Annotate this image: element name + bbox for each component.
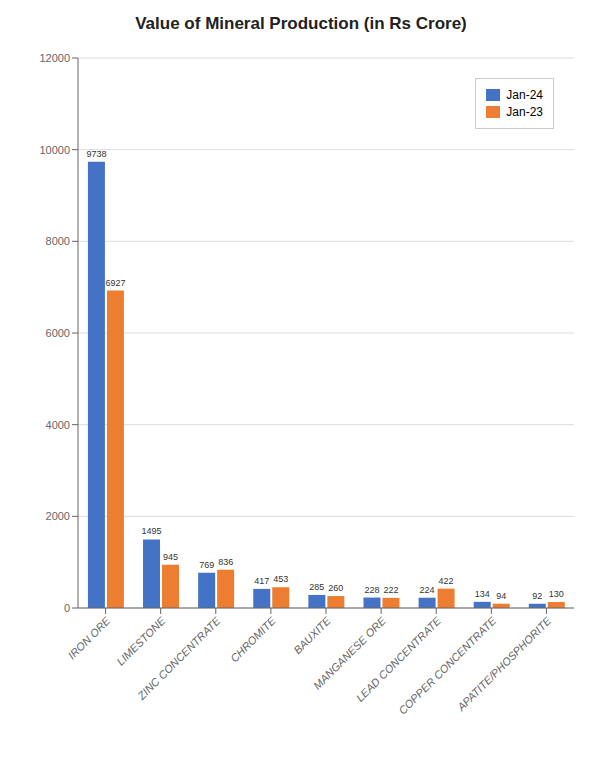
- html-text:Jan-24: Jan-24: [506, 88, 543, 102]
- svg-text:12000: 12000: [39, 52, 70, 64]
- svg-text:8000: 8000: [46, 235, 70, 247]
- svg-text:9738: 9738: [86, 149, 106, 159]
- svg-text:6000: 6000: [46, 327, 70, 339]
- svg-text:MANGANESE ORE: MANGANESE ORE: [310, 614, 388, 692]
- svg-text:92: 92: [532, 591, 542, 601]
- svg-text:285: 285: [309, 582, 324, 592]
- svg-text:IRON ORE: IRON ORE: [66, 614, 113, 661]
- svg-text:1495: 1495: [142, 526, 162, 536]
- svg-text:94: 94: [496, 591, 506, 601]
- svg-text:10000: 10000: [39, 144, 70, 156]
- svg-text:453: 453: [273, 574, 288, 584]
- svg-text:LIMESTONE: LIMESTONE: [114, 614, 168, 668]
- svg-text:945: 945: [163, 552, 178, 562]
- svg-text:260: 260: [328, 583, 343, 593]
- svg-text:COPPER CONCENTRATE: COPPER CONCENTRATE: [396, 614, 499, 717]
- svg-text:2000: 2000: [46, 510, 70, 522]
- svg-text:ZINC CONCENTRATE: ZINC CONCENTRATE: [135, 614, 224, 703]
- svg-text:228: 228: [364, 585, 379, 595]
- svg-text:CHROMITE: CHROMITE: [228, 614, 278, 664]
- svg-text:769: 769: [199, 560, 214, 570]
- svg-text:6927: 6927: [105, 278, 125, 288]
- html-text:Value of Mineral Production (i: Value of Mineral Production (in Rs Crore…: [135, 14, 467, 33]
- svg-text:417: 417: [254, 576, 269, 586]
- svg-text:422: 422: [439, 576, 454, 586]
- svg-text:134: 134: [475, 589, 490, 599]
- svg-text:836: 836: [218, 557, 233, 567]
- svg-text:4000: 4000: [46, 419, 70, 431]
- svg-text:LEAD CONCENTRATE: LEAD CONCENTRATE: [353, 614, 444, 704]
- svg-text:130: 130: [549, 589, 564, 599]
- svg-text:APATITE/PHOSPHORITE: APATITE/PHOSPHORITE: [454, 614, 554, 714]
- svg-text:222: 222: [383, 585, 398, 595]
- svg-text:BAUXITE: BAUXITE: [291, 614, 333, 656]
- svg-text:224: 224: [420, 585, 435, 595]
- svg-text:0: 0: [64, 602, 70, 614]
- html-text:Jan-23: Jan-23: [506, 105, 543, 119]
